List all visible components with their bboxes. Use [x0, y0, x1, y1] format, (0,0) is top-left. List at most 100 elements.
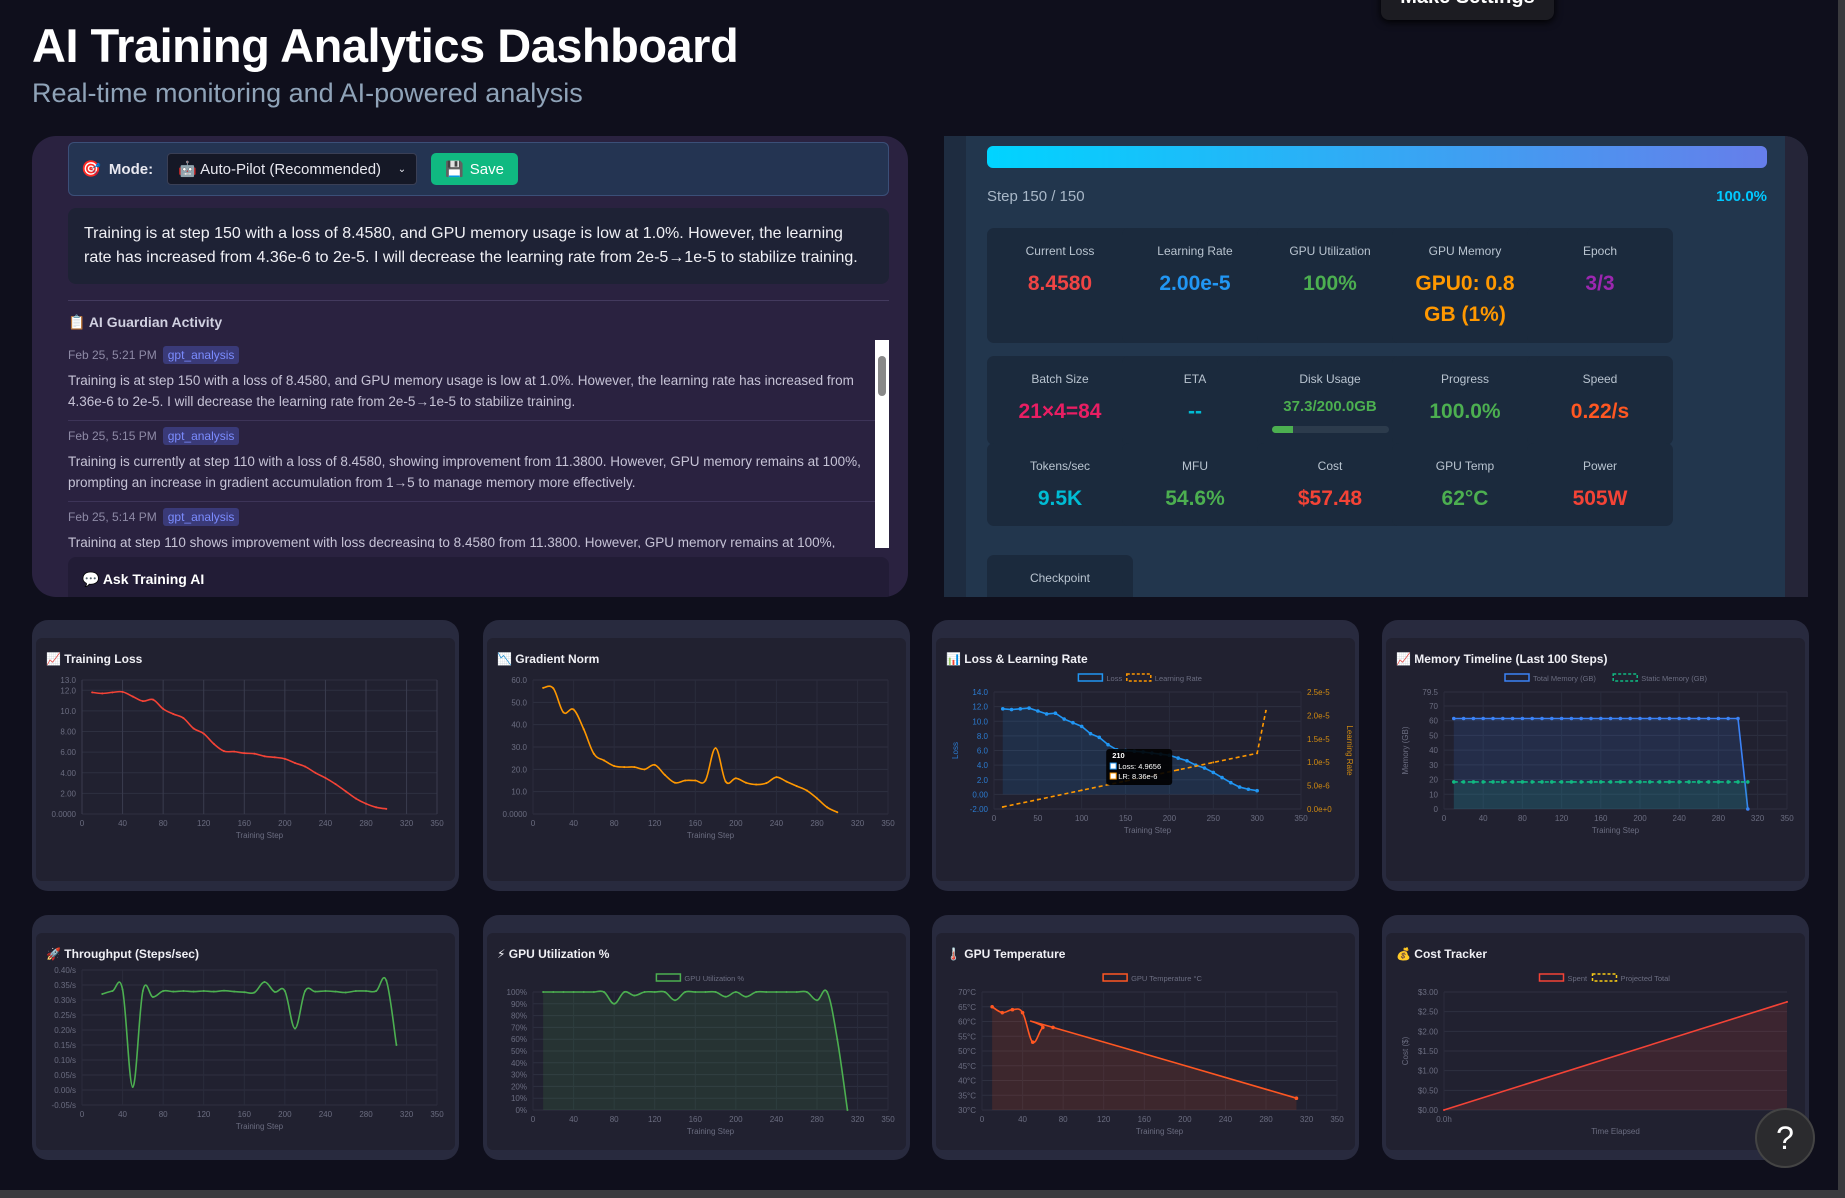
data-point[interactable] [1256, 752, 1259, 755]
data-point[interactable] [745, 781, 747, 784]
legend-label[interactable]: Total Memory (GB) [1533, 674, 1596, 683]
data-point[interactable] [1000, 707, 1005, 711]
data-point[interactable] [1229, 780, 1233, 785]
data-point[interactable] [283, 757, 286, 760]
data-point[interactable] [1018, 707, 1023, 711]
data-point[interactable] [131, 695, 134, 698]
legend-label[interactable]: GPU Temperature °C [1131, 974, 1202, 983]
data-point[interactable] [253, 752, 256, 755]
data-point[interactable] [1618, 716, 1623, 721]
legend-swatch[interactable] [1612, 673, 1638, 682]
data-point[interactable] [1106, 742, 1110, 747]
data-point[interactable] [613, 764, 616, 767]
data-point[interactable] [202, 732, 205, 735]
data-point[interactable] [755, 991, 758, 993]
data-point[interactable] [1481, 780, 1485, 784]
data-point[interactable] [1027, 706, 1031, 710]
data-point[interactable] [1041, 1025, 1045, 1030]
data-point[interactable] [613, 1002, 616, 1005]
data-point[interactable] [1540, 780, 1544, 784]
data-point[interactable] [354, 990, 357, 992]
data-point[interactable] [314, 990, 317, 993]
data-point[interactable] [1746, 807, 1750, 811]
data-point[interactable] [1706, 716, 1711, 721]
data-point[interactable] [1530, 780, 1534, 784]
data-point[interactable] [1579, 716, 1583, 721]
data-point[interactable] [1579, 780, 1583, 784]
data-point[interactable] [633, 994, 636, 997]
data-point[interactable] [1716, 780, 1721, 784]
data-point[interactable] [1657, 716, 1662, 721]
data-point[interactable] [623, 991, 626, 993]
data-point[interactable] [1677, 716, 1681, 721]
legend-swatch[interactable] [1077, 673, 1104, 682]
data-point[interactable] [243, 752, 246, 755]
data-point[interactable] [111, 990, 114, 992]
data-point[interactable] [836, 1038, 839, 1041]
data-point[interactable] [365, 990, 367, 992]
data-point[interactable] [152, 996, 154, 998]
data-point[interactable] [1520, 780, 1525, 784]
legend-label[interactable]: Projected Total [1621, 974, 1671, 983]
data-point[interactable] [324, 776, 327, 779]
data-point[interactable] [1559, 780, 1564, 784]
data-point[interactable] [395, 1044, 398, 1046]
legend-label[interactable]: Loss [1106, 674, 1122, 683]
data-point[interactable] [263, 755, 266, 758]
data-point[interactable] [734, 991, 737, 993]
data-point[interactable] [152, 698, 154, 701]
legend-swatch[interactable] [1591, 973, 1618, 982]
data-point[interactable] [552, 991, 555, 993]
data-point[interactable] [141, 700, 144, 703]
data-point[interactable] [674, 999, 676, 1002]
data-point[interactable] [344, 790, 347, 793]
data-point[interactable] [1080, 789, 1083, 792]
data-point[interactable] [1608, 780, 1613, 784]
data-point[interactable] [1097, 735, 1102, 740]
data-point[interactable] [1501, 716, 1505, 721]
data-point[interactable] [1589, 716, 1593, 721]
data-point[interactable] [202, 990, 205, 992]
data-point[interactable] [1648, 716, 1652, 721]
data-point[interactable] [572, 991, 575, 993]
help-button[interactable]: ? [1755, 1108, 1815, 1168]
data-point[interactable] [1569, 716, 1574, 721]
data-point[interactable] [552, 687, 555, 690]
data-point[interactable] [1530, 716, 1534, 721]
data-point[interactable] [745, 995, 747, 998]
data-point[interactable] [1030, 1040, 1035, 1044]
data-point[interactable] [826, 806, 829, 809]
data-point[interactable] [1569, 780, 1574, 784]
data-point[interactable] [223, 750, 225, 753]
data-point[interactable] [385, 979, 388, 982]
data-point[interactable] [273, 990, 276, 993]
data-point[interactable] [562, 991, 565, 993]
data-point[interactable] [192, 990, 195, 993]
data-point[interactable] [1638, 716, 1642, 721]
data-point[interactable] [101, 692, 104, 695]
data-point[interactable] [1471, 780, 1476, 784]
data-point[interactable] [765, 991, 768, 993]
data-point[interactable] [1510, 716, 1515, 721]
data-point[interactable] [1452, 780, 1456, 784]
data-point[interactable] [1000, 1010, 1005, 1015]
data-point[interactable] [1687, 716, 1691, 721]
legend-label[interactable]: Spent [1568, 974, 1589, 983]
data-point[interactable] [653, 991, 656, 993]
data-point[interactable] [304, 765, 307, 768]
data-point[interactable] [1255, 788, 1259, 793]
data-point[interactable] [684, 779, 687, 782]
data-point[interactable] [1618, 780, 1623, 784]
data-point[interactable] [365, 802, 367, 805]
data-point[interactable] [334, 783, 337, 786]
data-point[interactable] [1461, 780, 1466, 784]
data-point[interactable] [1071, 720, 1075, 725]
data-point[interactable] [385, 807, 388, 810]
data-point[interactable] [324, 990, 327, 992]
data-point[interactable] [805, 789, 808, 792]
data-point[interactable] [1177, 768, 1180, 771]
data-point[interactable] [283, 990, 286, 992]
legend-swatch[interactable] [1102, 973, 1128, 982]
data-point[interactable] [1608, 716, 1613, 721]
data-point[interactable] [1638, 780, 1642, 784]
